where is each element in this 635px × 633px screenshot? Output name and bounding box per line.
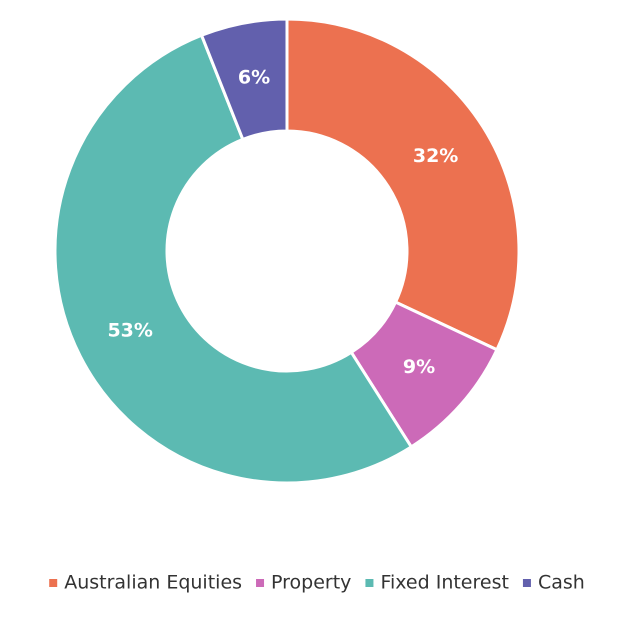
legend-label: Property — [271, 572, 351, 594]
legend-label: Australian Equities — [64, 572, 242, 594]
legend-label: Fixed Interest — [380, 572, 509, 594]
donut-slice — [285, 17, 521, 352]
donut-slice — [199, 17, 289, 142]
legend-swatch — [256, 579, 265, 587]
legend: Australian Equities Property Fixed Interes… — [49, 572, 585, 594]
legend-swatch — [49, 579, 58, 587]
value-label: 6% — [238, 67, 270, 89]
legend-swatch — [365, 579, 374, 587]
donut-slice — [53, 33, 414, 485]
legend-swatch — [522, 579, 531, 587]
value-label: 32% — [413, 145, 458, 167]
value-label: 9% — [403, 356, 435, 378]
value-label: 53% — [107, 319, 152, 341]
legend-label: Cash — [538, 572, 585, 594]
